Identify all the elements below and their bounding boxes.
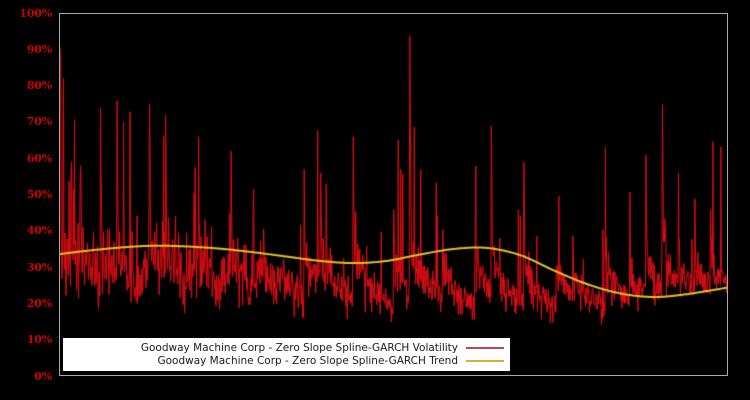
chart-legend: Goodway Machine Corp - Zero Slope Spline… [63, 338, 510, 371]
y-axis-tick-label: 70% [26, 115, 52, 129]
legend-label-trend: Goodway Machine Corp - Zero Slope Spline… [157, 354, 458, 367]
legend-label-volatility: Goodway Machine Corp - Zero Slope Spline… [140, 341, 458, 354]
y-axis-tick-label: 40% [26, 224, 52, 238]
legend-item-trend[interactable]: Goodway Machine Corp - Zero Slope Spline… [63, 355, 504, 368]
y-axis-tick-label: 100% [19, 6, 52, 20]
y-axis-tick-label: 80% [26, 79, 52, 93]
volatility-chart-canvas [60, 14, 727, 375]
legend-swatch-trend [466, 360, 504, 362]
y-axis-tick-label: 0% [34, 369, 52, 383]
y-axis-tick-label: 60% [26, 151, 52, 165]
y-axis-tick-label: 10% [26, 333, 52, 347]
legend-swatch-volatility [466, 347, 504, 349]
legend-item-volatility[interactable]: Goodway Machine Corp - Zero Slope Spline… [63, 342, 504, 355]
y-axis-tick-label: 50% [26, 188, 52, 201]
y-axis-tick-label: 30% [26, 260, 52, 274]
y-axis-tick-label: 90% [26, 42, 52, 56]
y-axis: 0% 10% 20% 30% 40% 50% 60% 70% 80% 90% 100% [0, 0, 56, 400]
y-axis-tick-label: 20% [26, 296, 52, 310]
